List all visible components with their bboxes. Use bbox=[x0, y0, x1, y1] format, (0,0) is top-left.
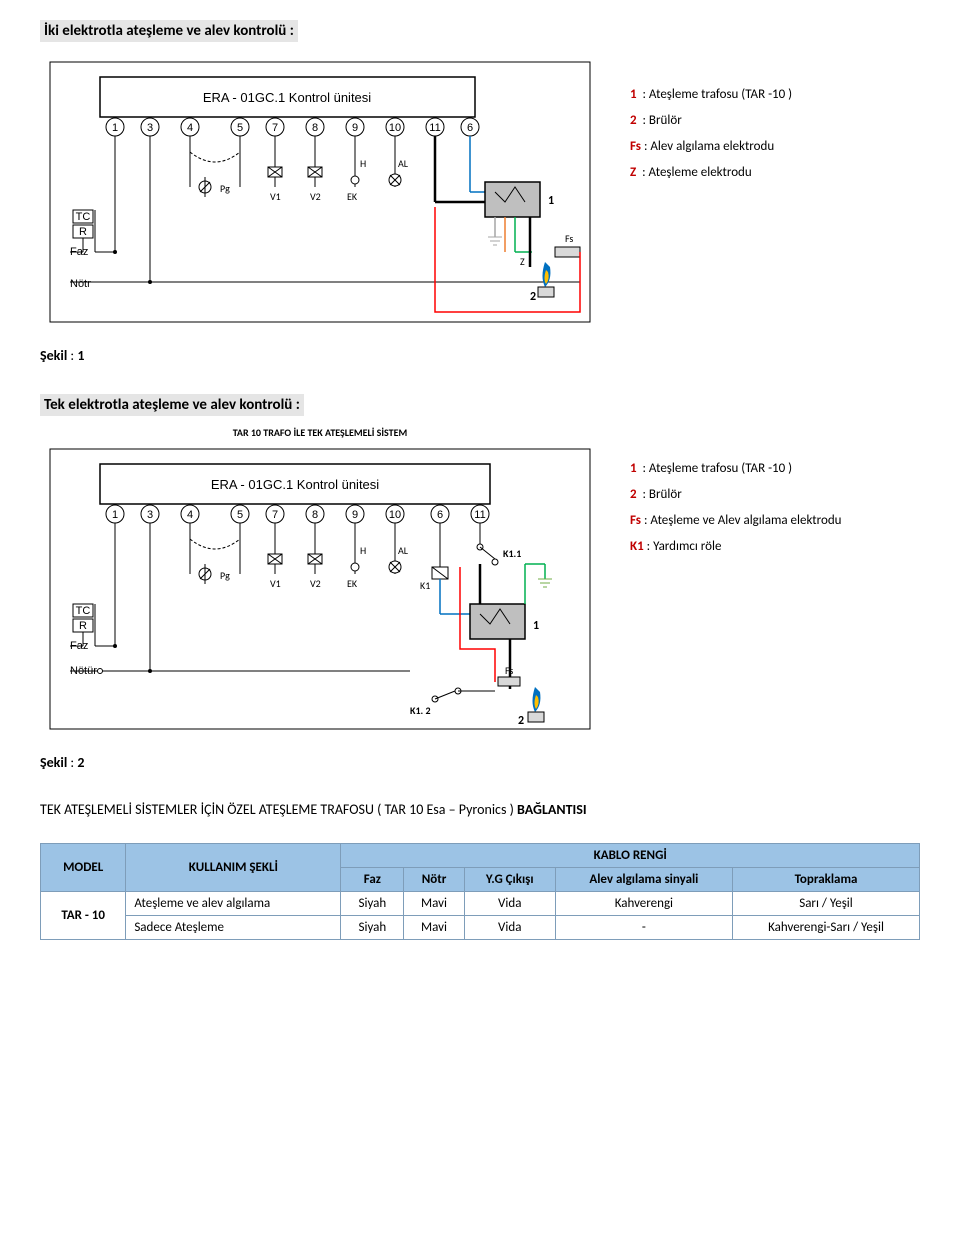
svg-text:TC: TC bbox=[76, 211, 91, 223]
svg-text:11: 11 bbox=[474, 509, 485, 521]
svg-text:3: 3 bbox=[147, 509, 153, 521]
svg-text:2: 2 bbox=[518, 714, 524, 728]
cell-notr: Mavi bbox=[404, 916, 464, 940]
svg-text:7: 7 bbox=[272, 122, 278, 134]
cell-alev: - bbox=[555, 916, 732, 940]
diagram-1: ERA - 01GC.1 Kontrol ünitesi 1 3 4 5 7 8… bbox=[40, 52, 600, 332]
table-row: Sadece Ateşleme Siyah Mavi Vida - Kahver… bbox=[41, 916, 920, 940]
legend-1: 1 : Ateşleme trafosu (TAR -10 ) 2 : Brül… bbox=[630, 52, 920, 186]
svg-text:V2: V2 bbox=[310, 190, 321, 203]
cell-topr: Kahverengi-Sarı / Yeşil bbox=[733, 916, 920, 940]
svg-text:9: 9 bbox=[352, 122, 358, 134]
cable-table: MODEL KULLANIM ŞEKLİ KABLO RENGİ Faz Nöt… bbox=[40, 843, 920, 940]
svg-text:V1: V1 bbox=[270, 190, 281, 203]
svg-text:3: 3 bbox=[147, 122, 153, 134]
section-1-title: İki elektrotla ateşleme ve alev kontrolü… bbox=[40, 20, 298, 42]
diagram-2: TAR 10 TRAFO İLE TEK ATEŞLEMELİ SİSTEM E… bbox=[40, 426, 600, 739]
svg-text:EK: EK bbox=[347, 577, 358, 590]
svg-text:6: 6 bbox=[467, 122, 473, 134]
cell-yg: Vida bbox=[464, 892, 555, 916]
figure-2-caption: Şekil : 2 bbox=[40, 754, 920, 771]
figure-1-row: ERA - 01GC.1 Kontrol ünitesi 1 3 4 5 7 8… bbox=[40, 52, 920, 332]
svg-text:5: 5 bbox=[237, 122, 243, 134]
table-header-row-1: MODEL KULLANIM ŞEKLİ KABLO RENGİ bbox=[41, 844, 920, 868]
svg-text:Fs: Fs bbox=[505, 664, 513, 677]
svg-text:EK: EK bbox=[347, 190, 358, 203]
svg-text:8: 8 bbox=[312, 122, 318, 134]
cell-notr: Mavi bbox=[404, 892, 464, 916]
cell-alev: Kahverengi bbox=[555, 892, 732, 916]
svg-text:Pg: Pg bbox=[220, 182, 230, 195]
figure-1-caption: Şekil : 1 bbox=[40, 347, 920, 364]
table-title: TEK ATEŞLEMELİ SİSTEMLER İÇİN ÖZEL ATEŞL… bbox=[40, 801, 920, 818]
svg-text:K1. 2: K1. 2 bbox=[410, 704, 431, 717]
schematic-2-svg: ERA - 01GC.1 Kontrol ünitesi 1 3 4 5 7 8… bbox=[40, 439, 600, 739]
svg-text:2: 2 bbox=[530, 290, 536, 304]
schematic-1-svg: ERA - 01GC.1 Kontrol ünitesi 1 3 4 5 7 8… bbox=[40, 52, 600, 332]
th-model: MODEL bbox=[41, 844, 126, 892]
svg-text:AL: AL bbox=[398, 544, 409, 557]
legend-2: 1 : Ateşleme trafosu (TAR -10 ) 2 : Brül… bbox=[630, 426, 920, 560]
table-row: TAR - 10 Ateşleme ve alev algılama Siyah… bbox=[41, 892, 920, 916]
th-notr: Nötr bbox=[404, 868, 464, 892]
th-usage: KULLANIM ŞEKLİ bbox=[126, 844, 341, 892]
th-group: KABLO RENGİ bbox=[341, 844, 920, 868]
diagram-2-super: TAR 10 TRAFO İLE TEK ATEŞLEMELİ SİSTEM bbox=[40, 426, 600, 439]
svg-text:4: 4 bbox=[187, 122, 193, 134]
unit-label: ERA - 01GC.1 Kontrol ünitesi bbox=[203, 90, 371, 105]
svg-text:Pg: Pg bbox=[220, 569, 230, 582]
cell-topr: Sarı / Yeşil bbox=[733, 892, 920, 916]
svg-text:K1.1: K1.1 bbox=[503, 547, 521, 560]
svg-text:10: 10 bbox=[389, 122, 401, 134]
svg-text:1: 1 bbox=[112, 509, 118, 521]
th-yg: Y.G Çıkışı bbox=[464, 868, 555, 892]
svg-text:K1: K1 bbox=[420, 579, 430, 592]
figure-2-row: TAR 10 TRAFO İLE TEK ATEŞLEMELİ SİSTEM E… bbox=[40, 426, 920, 739]
th-faz: Faz bbox=[341, 868, 404, 892]
cell-faz: Siyah bbox=[341, 892, 404, 916]
th-topr: Topraklama bbox=[733, 868, 920, 892]
svg-text:7: 7 bbox=[272, 509, 278, 521]
svg-text:1: 1 bbox=[112, 122, 118, 134]
svg-text:Nötr: Nötr bbox=[70, 278, 91, 290]
svg-text:4: 4 bbox=[187, 509, 193, 521]
svg-text:11: 11 bbox=[429, 122, 440, 134]
svg-text:TC: TC bbox=[76, 605, 91, 617]
svg-text:1: 1 bbox=[548, 194, 554, 208]
cell-faz: Siyah bbox=[341, 916, 404, 940]
svg-text:9: 9 bbox=[352, 509, 358, 521]
svg-text:R: R bbox=[79, 226, 87, 238]
cell-usage: Ateşleme ve alev algılama bbox=[126, 892, 341, 916]
cell-yg: Vida bbox=[464, 916, 555, 940]
svg-text:R: R bbox=[79, 620, 87, 632]
svg-text:H: H bbox=[360, 544, 366, 557]
svg-text:5: 5 bbox=[237, 509, 243, 521]
svg-text:1: 1 bbox=[533, 619, 539, 633]
svg-text:V2: V2 bbox=[310, 577, 321, 590]
svg-text:8: 8 bbox=[312, 509, 318, 521]
svg-text:Fs: Fs bbox=[565, 232, 573, 245]
th-alev: Alev algılama sinyali bbox=[555, 868, 732, 892]
svg-text:Z: Z bbox=[520, 255, 525, 268]
svg-text:6: 6 bbox=[437, 509, 443, 521]
cell-usage: Sadece Ateşleme bbox=[126, 916, 341, 940]
svg-text:ERA - 01GC.1 Kontrol ünitesi: ERA - 01GC.1 Kontrol ünitesi bbox=[211, 477, 379, 492]
svg-text:V1: V1 bbox=[270, 577, 281, 590]
cell-model: TAR - 10 bbox=[41, 892, 126, 940]
svg-text:AL: AL bbox=[398, 157, 409, 170]
svg-text:H: H bbox=[360, 157, 366, 170]
section-2-title: Tek elektrotla ateşleme ve alev kontrolü… bbox=[40, 394, 304, 416]
svg-text:10: 10 bbox=[389, 509, 401, 521]
